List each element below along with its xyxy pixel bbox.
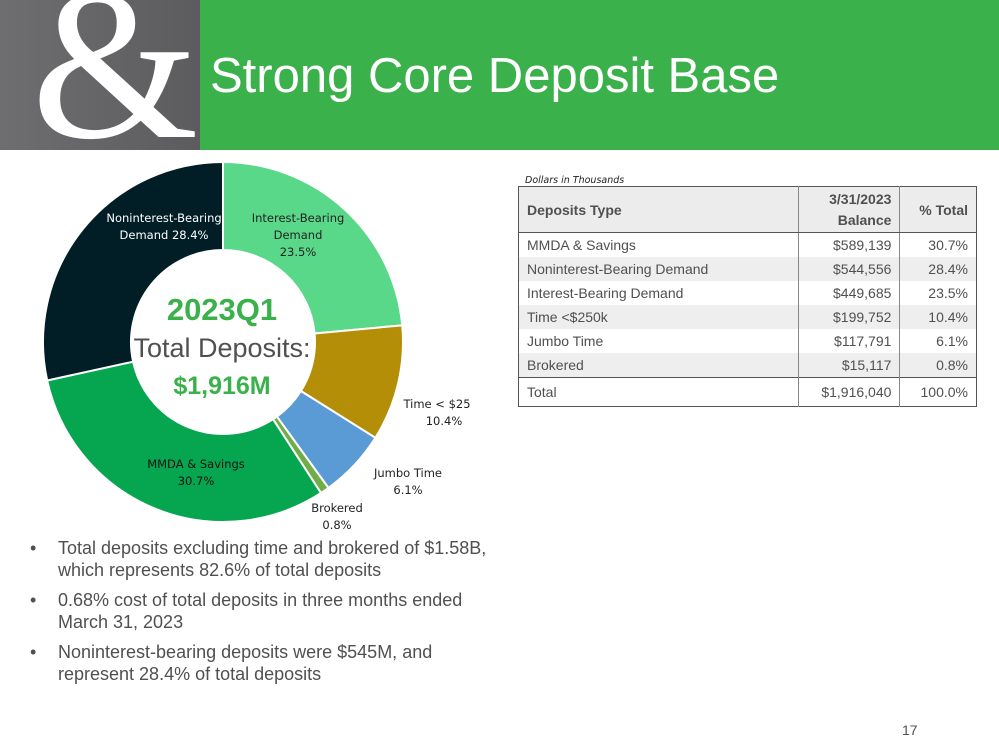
slice-label-noninterest-bearing-demand: Noninterest-Bearing Demand 28.4%: [106, 211, 221, 242]
row-type: Time <$250k: [518, 305, 799, 329]
slice-label-line: 10.4%: [426, 414, 463, 428]
bullet-dot: •: [30, 538, 37, 558]
slice-label-line: Demand: [274, 228, 323, 242]
slice-label-jumbo-time: Jumbo Time 6.1%: [373, 466, 442, 497]
row-balance: $544,556: [797, 257, 900, 281]
bullet-dot: •: [30, 590, 37, 610]
row-pct: 23.5%: [899, 281, 977, 305]
header-balance-date: 3/31/2023: [829, 190, 892, 207]
bullet-text: 0.68% cost of total deposits in three mo…: [58, 590, 463, 632]
center-quarter: 2023Q1: [167, 292, 277, 327]
table-total-row: Total $1,916,040 100.0%: [518, 377, 977, 407]
deposit-donut-chart: Interest-Bearing Demand 23.5% Time < $250k 1…: [42, 160, 470, 532]
total-pct: 100.0%: [899, 377, 977, 407]
slice-label-line: Demand 28.4%: [120, 228, 209, 242]
bullet-item: • Noninterest-bearing deposits were $545M…: [30, 641, 510, 685]
total-type: Total: [518, 377, 799, 407]
slice-label-mmda-savings: MMDA & Savings 30.7%: [147, 457, 245, 488]
table-note: Dollars in Thousands: [525, 175, 625, 186]
header-balance-label: Balance: [837, 211, 892, 228]
header-pct-total: % Total: [899, 186, 977, 233]
table-row: Time <$250k $199,752 10.4%: [518, 305, 977, 329]
slice-label-line: Time < $250k: [402, 397, 470, 411]
bullet-item: • Total deposits excluding time and broke…: [30, 537, 510, 581]
total-balance: $1,916,040: [797, 377, 900, 407]
slice-label-line: Noninterest-Bearing: [106, 211, 221, 225]
table-header-row: Deposits Type 3/31/2023 Balance % Total: [518, 186, 977, 233]
slice-label-line: Brokered: [311, 501, 363, 515]
slice-label-line: 23.5%: [280, 245, 317, 259]
page-number: 17: [902, 722, 918, 738]
header-deposits-type: Deposits Type: [518, 186, 799, 233]
row-pct: 0.8%: [899, 353, 977, 378]
row-pct: 30.7%: [899, 232, 977, 257]
slice-label-interest-bearing-demand: Interest-Bearing Demand 23.5%: [252, 211, 345, 259]
slice-mmda-savings: [45, 360, 323, 523]
slice-label-line: Interest-Bearing: [252, 211, 345, 225]
summary-bullets: • Total deposits excluding time and broke…: [30, 537, 510, 693]
row-type: Jumbo Time: [527, 333, 604, 349]
center-label: Total Deposits:: [133, 333, 310, 363]
row-balance: $15,117: [797, 353, 900, 378]
bullet-text: Noninterest-bearing deposits were $545M,…: [58, 642, 433, 684]
row-type: Noninterest-Bearing Demand: [518, 257, 799, 281]
row-balance: $449,685: [797, 281, 900, 305]
row-pct: 6.1%: [899, 329, 977, 353]
header-title-bar: [200, 0, 999, 150]
slice-label-line: MMDA & Savings: [147, 457, 245, 471]
table-row: MMDA & Savings $589,139 30.7%: [519, 232, 977, 257]
row-pct: 28.4%: [899, 257, 977, 281]
table-row: Interest-Bearing Demand $449,685 23.5%: [519, 281, 977, 305]
header-logo-panel: [0, 0, 200, 150]
slice-label-line: 0.8%: [322, 518, 351, 532]
row-pct: 10.4%: [899, 305, 977, 329]
table-row: Brokered $15,117 0.8%: [518, 353, 977, 378]
slice-label-line: 6.1%: [393, 483, 422, 497]
center-value: $1,916M: [173, 372, 270, 400]
bullet-dot: •: [30, 642, 37, 662]
slice-interest-bearing-demand: [222, 160, 404, 335]
bullet-text: Total deposits excluding time and broker…: [58, 538, 487, 580]
bullet-item: • 0.68% cost of total deposits in three m…: [30, 589, 510, 633]
row-balance: $117,791: [797, 329, 900, 353]
table-row: Noninterest-Bearing Demand $544,556 28.4…: [518, 257, 977, 281]
page-title: Strong Core Deposit Base: [210, 49, 780, 103]
slice-noninterest-bearing-demand: [42, 160, 224, 382]
deposits-table: Deposits Type 3/31/2023 Balance % Total …: [518, 186, 977, 407]
ampersand-logo: &: [31, 0, 199, 184]
row-type: Interest-Bearing Demand: [527, 285, 684, 301]
row-type: MMDA & Savings: [527, 237, 636, 253]
table-row: Jumbo Time $117,791 6.1%: [519, 329, 977, 353]
slice-label-line: 30.7%: [178, 474, 215, 488]
header-balance: 3/31/2023 Balance: [797, 186, 900, 233]
slice-label-line: Jumbo Time: [373, 466, 442, 480]
row-balance: $589,139: [797, 232, 900, 257]
slice-label-time-under-250k: Time < $250k 10.4%: [402, 397, 470, 428]
row-balance: $199,752: [797, 305, 900, 329]
slice-label-brokered: Brokered 0.8%: [311, 501, 363, 532]
row-type: Brokered: [518, 353, 799, 378]
